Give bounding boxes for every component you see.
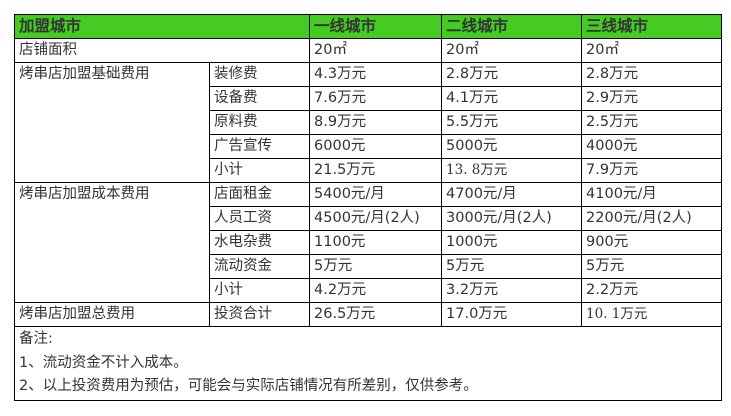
item-name: 原料费 [208,110,311,135]
item-value: 900元 [581,230,723,255]
table-row: 烤串店加盟成本费用 店面租金 5400元/月 4700元/月 4100元/月 [14,182,723,303]
item-value: 7.9万元 [581,158,723,183]
franchise-cost-table: 加盟城市 一线城市 二线城市 三线城市 店铺面积 20㎡ 20㎡ 20㎡ 烤串店… [13,14,723,401]
item-value: 3.2万元 [441,278,583,303]
item-value: 8.9万元 [309,110,443,135]
item-value: 13. 8万元 [441,158,583,183]
item-value: 4100元/月 [581,182,723,207]
item-name: 人员工资 [208,206,311,231]
item-value: 4.3万元 [309,62,443,87]
header-label: 加盟城市 [13,14,311,39]
item-value: 2.5万元 [581,110,723,135]
header-tier2: 二线城市 [441,14,583,39]
area-value: 20㎡ [309,38,443,63]
item-value: 7.6万元 [309,86,443,111]
item-name: 设备费 [208,86,311,111]
item-value: 1000元 [441,230,583,255]
item-name: 小计 [208,278,311,303]
total-name: 投资合计 [208,302,311,327]
table-row: 小计 4.2万元 3.2万元 2.2万元 [15,278,723,303]
table-row: 流动资金 5万元 5万元 5万元 [15,254,723,279]
total-value: 26.5万元 [309,302,443,327]
item-name: 流动资金 [208,254,311,279]
total-value: 10. 1万元 [581,302,723,327]
total-value: 17.0万元 [441,302,583,327]
item-value: 1100元 [309,230,443,255]
area-value: 20㎡ [581,38,723,63]
table-row: 原料费 8.9万元 5.5万元 2.5万元 [15,110,723,135]
item-value: 2.2万元 [581,278,723,303]
total-label: 烤串店加盟总费用 [14,302,210,327]
total-row: 烤串店加盟总费用 投资合计 26.5万元 17.0万元 10. 1万元 [14,302,723,327]
header-row: 加盟城市 一线城市 二线城市 三线城市 [13,14,723,39]
item-value: 2.8万元 [441,62,583,87]
item-value: 5.5万元 [441,110,583,135]
item-value: 2.9万元 [581,86,723,111]
item-value: 4000元 [581,134,723,159]
header-tier1: 一线城市 [309,14,443,39]
table-row: 人员工资 4500元/月(2人) 3000元/月(2人) 2200元/月(2人) [15,206,723,231]
item-name: 店面租金 [208,182,311,207]
table-row: 小计 21.5万元 13. 8万元 7.9万元 [15,158,723,183]
area-value: 20㎡ [441,38,583,63]
note-line: 2、以上投资费用为预估，可能会与实际店铺情况有所差别，仅供参考。 [19,378,478,394]
item-value: 5万元 [441,254,583,279]
notes: 备注: 1、流动资金不计入成本。 2、以上投资费用为预估，可能会与实际店铺情况有所差… [13,326,723,401]
item-value: 4500元/月(2人) [309,206,443,231]
note-line: 1、流动资金不计入成本。 [19,354,188,371]
item-value: 2.8万元 [581,62,723,87]
area-row: 店铺面积 20㎡ 20㎡ 20㎡ [13,38,723,63]
area-label: 店铺面积 [13,38,311,63]
item-value: 5万元 [581,254,723,279]
note-line: 备注: [19,331,53,347]
notes-row: 备注: 1、流动资金不计入成本。 2、以上投资费用为预估，可能会与实际店铺情况有所差… [13,326,723,401]
item-value: 6000元 [309,134,443,159]
item-name: 广告宣传 [208,134,311,159]
item-value: 5000元 [441,134,583,159]
item-name: 小计 [208,158,311,183]
table-row: 水电杂费 1100元 1000元 900元 [15,230,723,255]
table-row: 广告宣传 6000元 5000元 4000元 [15,134,723,159]
item-value: 5万元 [309,254,443,279]
item-value: 2200元/月(2人) [581,206,723,231]
item-name: 装修费 [208,62,311,87]
item-value: 5400元/月 [309,182,443,207]
item-name: 水电杂费 [208,230,311,255]
item-value: 4700元/月 [441,182,583,207]
item-value: 4.1万元 [441,86,583,111]
group-label: 烤串店加盟基础费用 [14,62,210,183]
item-value: 21.5万元 [309,158,443,183]
item-value: 3000元/月(2人) [441,206,583,231]
header-tier3: 三线城市 [581,14,723,39]
group-label: 烤串店加盟成本费用 [14,182,210,303]
item-value: 4.2万元 [309,278,443,303]
table-row: 烤串店加盟基础费用 装修费 4.3万元 2.8万元 2.8万元 [14,62,723,183]
table-row: 设备费 7.6万元 4.1万元 2.9万元 [15,86,723,111]
